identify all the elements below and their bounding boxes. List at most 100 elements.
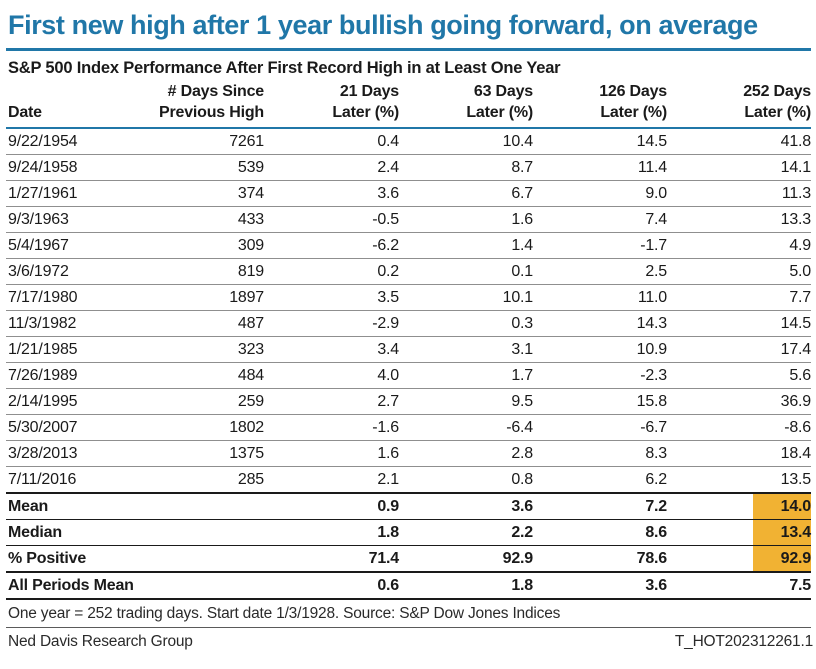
value-cell: -6.4 bbox=[399, 414, 533, 441]
table-row: 7/11/2016 285 2.1 0.8 6.2 13.5 bbox=[6, 466, 811, 494]
value-cell bbox=[118, 545, 264, 573]
value-cell: -6.7 bbox=[533, 414, 667, 441]
value-cell: 71.4 bbox=[264, 545, 399, 573]
value-cell: 7.7 bbox=[667, 284, 811, 311]
value-cell: 1897 bbox=[118, 284, 264, 311]
value-cell: 1.7 bbox=[399, 362, 533, 389]
date-cell: 7/11/2016 bbox=[6, 466, 118, 494]
value-cell: 1.4 bbox=[399, 232, 533, 259]
title-divider bbox=[6, 48, 811, 51]
footer-brand: Ned Davis Research Group bbox=[8, 633, 193, 650]
value-cell: 14.5 bbox=[533, 128, 667, 155]
column-header-days-since: # Days Since Previous High bbox=[118, 79, 265, 129]
value-cell: 374 bbox=[118, 180, 264, 207]
value-cell: 3.6 bbox=[533, 571, 667, 600]
value-cell: 10.1 bbox=[399, 284, 533, 311]
column-header-line1: 63 Days bbox=[473, 83, 533, 100]
column-header-line1: 21 Days bbox=[339, 83, 399, 100]
value-cell: 4.9 bbox=[667, 232, 811, 259]
column-header-21-days: 21 Days Later (%) bbox=[264, 79, 399, 129]
table-row: 1/21/1985 323 3.4 3.1 10.9 17.4 bbox=[6, 336, 811, 363]
summary-row: All Periods Mean 0.6 1.8 3.6 7.5 bbox=[6, 571, 811, 600]
performance-table: Date # Days Since Previous High 21 Days … bbox=[6, 79, 811, 600]
summary-label-cell: Median bbox=[6, 519, 118, 546]
value-cell: 1.8 bbox=[399, 571, 533, 600]
column-header-line2: Later (%) bbox=[466, 104, 533, 121]
date-cell: 7/26/1989 bbox=[6, 362, 118, 389]
column-header-line2: Later (%) bbox=[744, 104, 811, 121]
value-cell: 819 bbox=[118, 258, 264, 285]
date-cell: 9/24/1958 bbox=[6, 154, 118, 181]
value-cell: 0.3 bbox=[399, 310, 533, 337]
value-cell: 3.5 bbox=[264, 284, 399, 311]
column-header-line2: Previous High bbox=[159, 104, 264, 121]
value-cell: 259 bbox=[118, 388, 264, 415]
value-cell: -2.3 bbox=[533, 362, 667, 389]
column-header-line1: # Days Since bbox=[167, 83, 265, 100]
value-cell: 11.0 bbox=[533, 284, 667, 311]
value-cell bbox=[118, 571, 264, 600]
highlighted-value-cell: 13.4 bbox=[667, 519, 811, 546]
value-cell: 18.4 bbox=[667, 440, 811, 467]
column-header-line1: 252 Days bbox=[743, 83, 811, 100]
column-header-252-days: 252 Days Later (%) bbox=[667, 79, 811, 129]
header-row: Date # Days Since Previous High 21 Days … bbox=[6, 79, 811, 129]
value-cell: 14.3 bbox=[533, 310, 667, 337]
table-row: 1/27/1961 374 3.6 6.7 9.0 11.3 bbox=[6, 180, 811, 207]
value-cell: 3.6 bbox=[264, 180, 399, 207]
summary-label-cell: % Positive bbox=[6, 545, 118, 573]
page-title: First new high after 1 year bullish goin… bbox=[8, 10, 758, 40]
table-row: 11/3/1982 487 -2.9 0.3 14.3 14.5 bbox=[6, 310, 811, 337]
column-header-126-days: 126 Days Later (%) bbox=[533, 79, 667, 129]
value-cell: 2.1 bbox=[264, 466, 399, 494]
value-cell: 14.5 bbox=[667, 310, 811, 337]
value-cell: 2.7 bbox=[264, 388, 399, 415]
value-cell: 9.5 bbox=[399, 388, 533, 415]
table-row: 3/6/1972 819 0.2 0.1 2.5 5.0 bbox=[6, 258, 811, 285]
value-cell: 8.6 bbox=[533, 519, 667, 546]
value-cell: 2.4 bbox=[264, 154, 399, 181]
date-cell: 7/17/1980 bbox=[6, 284, 118, 311]
date-cell: 5/4/1967 bbox=[6, 232, 118, 259]
value-cell: 15.8 bbox=[533, 388, 667, 415]
value-cell: 285 bbox=[118, 466, 264, 494]
value-cell: 539 bbox=[118, 154, 264, 181]
value-cell: 3.4 bbox=[264, 336, 399, 363]
value-cell: 14.1 bbox=[667, 154, 811, 181]
date-cell: 1/27/1961 bbox=[6, 180, 118, 207]
value-cell: 41.8 bbox=[667, 128, 811, 155]
value-cell: 4.0 bbox=[264, 362, 399, 389]
date-cell: 9/3/1963 bbox=[6, 206, 118, 233]
value-cell: 6.7 bbox=[399, 180, 533, 207]
column-header-63-days: 63 Days Later (%) bbox=[399, 79, 533, 129]
footnote: One year = 252 trading days. Start date … bbox=[6, 600, 811, 628]
value-cell: 433 bbox=[118, 206, 264, 233]
table-row: 9/22/1954 7261 0.4 10.4 14.5 41.8 bbox=[6, 128, 811, 155]
column-header-line1: 126 Days bbox=[599, 83, 667, 100]
value-cell: 0.6 bbox=[264, 571, 399, 600]
value-cell: 309 bbox=[118, 232, 264, 259]
value-cell: -0.5 bbox=[264, 206, 399, 233]
value-cell: 323 bbox=[118, 336, 264, 363]
value-cell bbox=[118, 519, 264, 546]
value-cell: 1802 bbox=[118, 414, 264, 441]
summary-label-cell: All Periods Mean bbox=[6, 571, 134, 600]
value-cell: 6.2 bbox=[533, 466, 667, 494]
value-cell: 17.4 bbox=[667, 336, 811, 363]
column-header-line2: Date bbox=[8, 104, 42, 121]
value-cell: 9.0 bbox=[533, 180, 667, 207]
table-row: 9/24/1958 539 2.4 8.7 11.4 14.1 bbox=[6, 154, 811, 181]
value-cell: 3.1 bbox=[399, 336, 533, 363]
value-cell: 5.0 bbox=[667, 258, 811, 285]
table-row: 3/28/2013 1375 1.6 2.8 8.3 18.4 bbox=[6, 440, 811, 467]
value-cell: 36.9 bbox=[667, 388, 811, 415]
chart-id: T_HOT202312261.1 bbox=[674, 633, 813, 650]
summary-row: % Positive 71.4 92.9 78.6 92.9 bbox=[6, 545, 811, 573]
summary-row: Median 1.8 2.2 8.6 13.4 bbox=[6, 519, 811, 546]
value-cell: 3.6 bbox=[399, 492, 533, 520]
date-cell: 1/21/1985 bbox=[6, 336, 118, 363]
value-cell: 8.3 bbox=[533, 440, 667, 467]
value-cell: 0.4 bbox=[264, 128, 399, 155]
value-cell bbox=[118, 492, 264, 520]
value-cell: 1.8 bbox=[264, 519, 399, 546]
